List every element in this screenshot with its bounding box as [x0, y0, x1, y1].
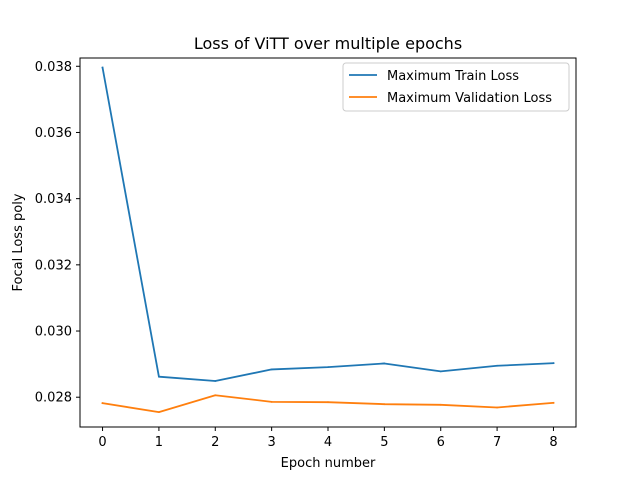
x-tick-label: 5: [380, 435, 388, 450]
x-tick-label: 3: [267, 435, 275, 450]
train-loss-point: [214, 380, 217, 382]
train-loss-point: [383, 362, 386, 365]
validation-loss-point: [327, 401, 329, 404]
train-loss-point: [496, 364, 498, 367]
validation-loss-point: [270, 400, 273, 403]
x-tick-label: 2: [211, 435, 219, 450]
legend-frame: [342, 62, 570, 112]
train-loss-point: [439, 370, 442, 373]
y-axis-ticks: 0.028 0.030 0.032 0.034 0.036 0.038: [35, 60, 80, 406]
y-tick-label: 0.030: [35, 325, 72, 340]
x-tick-label: 0: [98, 435, 106, 450]
validation-loss-point: [214, 394, 217, 397]
validation-loss-point: [496, 406, 498, 409]
y-tick-label: 0.032: [35, 258, 72, 273]
train-loss-point: [270, 368, 273, 371]
validation-loss-point: [383, 403, 386, 406]
validation-loss-point: [158, 411, 160, 414]
legend: Maximum Train Loss Maximum Validation Lo…: [342, 62, 570, 112]
validation-loss-point: [552, 401, 555, 404]
x-axis-label: Epoch number: [281, 456, 376, 471]
y-tick-label: 0.038: [35, 60, 72, 75]
x-axis-ticks: 0 1 2 3 4 5 6 7 8: [98, 427, 558, 450]
y-tick-label: 0.036: [35, 126, 72, 141]
y-tick-label: 0.028: [35, 391, 72, 406]
plot-area-frame: [79, 57, 577, 428]
legend-label-train-loss: Maximum Train Loss: [387, 69, 519, 84]
train-loss-point: [101, 66, 104, 69]
x-tick-label: 1: [155, 435, 163, 450]
train-loss-point: [552, 362, 555, 365]
x-tick-label: 8: [549, 435, 557, 450]
chart-title: Loss of ViTT over multiple epochs: [194, 34, 462, 53]
legend-label-validation-loss: Maximum Validation Loss: [387, 91, 552, 106]
validation-loss-point: [439, 403, 442, 406]
series-layer: [101, 66, 555, 414]
train-loss-point: [327, 366, 329, 368]
x-tick-label: 6: [437, 435, 445, 450]
x-tick-label: 7: [493, 435, 501, 450]
y-tick-label: 0.034: [35, 192, 72, 207]
y-axis-label: Focal Loss poly: [11, 193, 26, 291]
train-loss-point: [158, 375, 160, 378]
validation-loss-point: [101, 402, 104, 405]
x-tick-label: 4: [324, 435, 332, 450]
